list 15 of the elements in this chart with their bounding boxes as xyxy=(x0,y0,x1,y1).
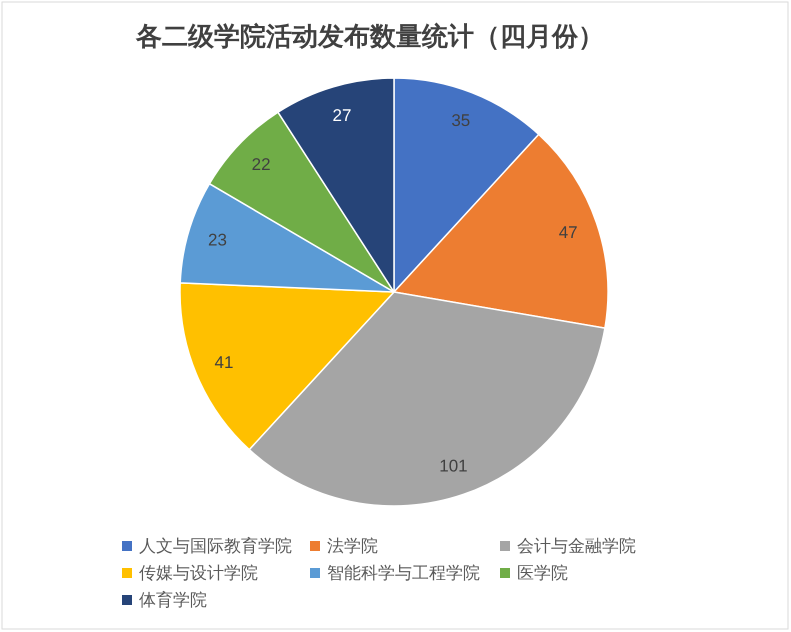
data-label: 101 xyxy=(439,456,468,476)
legend-label: 传媒与设计学院 xyxy=(139,564,258,582)
legend-label: 医学院 xyxy=(517,564,568,582)
data-label: 27 xyxy=(332,106,352,125)
legend-label: 人文与国际教育学院 xyxy=(139,536,292,556)
legend-label: 会计与金融学院 xyxy=(517,536,636,556)
data-label: 22 xyxy=(252,155,271,174)
data-label: 35 xyxy=(451,111,470,130)
data-label: 47 xyxy=(558,223,578,242)
data-label: 41 xyxy=(214,352,234,372)
chart-title: 各二级学院活动发布数量统计（四月份） xyxy=(135,21,604,51)
data-label: 23 xyxy=(208,230,227,250)
legend-label: 智能科学与工程学院 xyxy=(327,564,480,582)
legend-label: 体育学院 xyxy=(139,590,207,610)
legend-label: 法学院 xyxy=(327,536,378,556)
